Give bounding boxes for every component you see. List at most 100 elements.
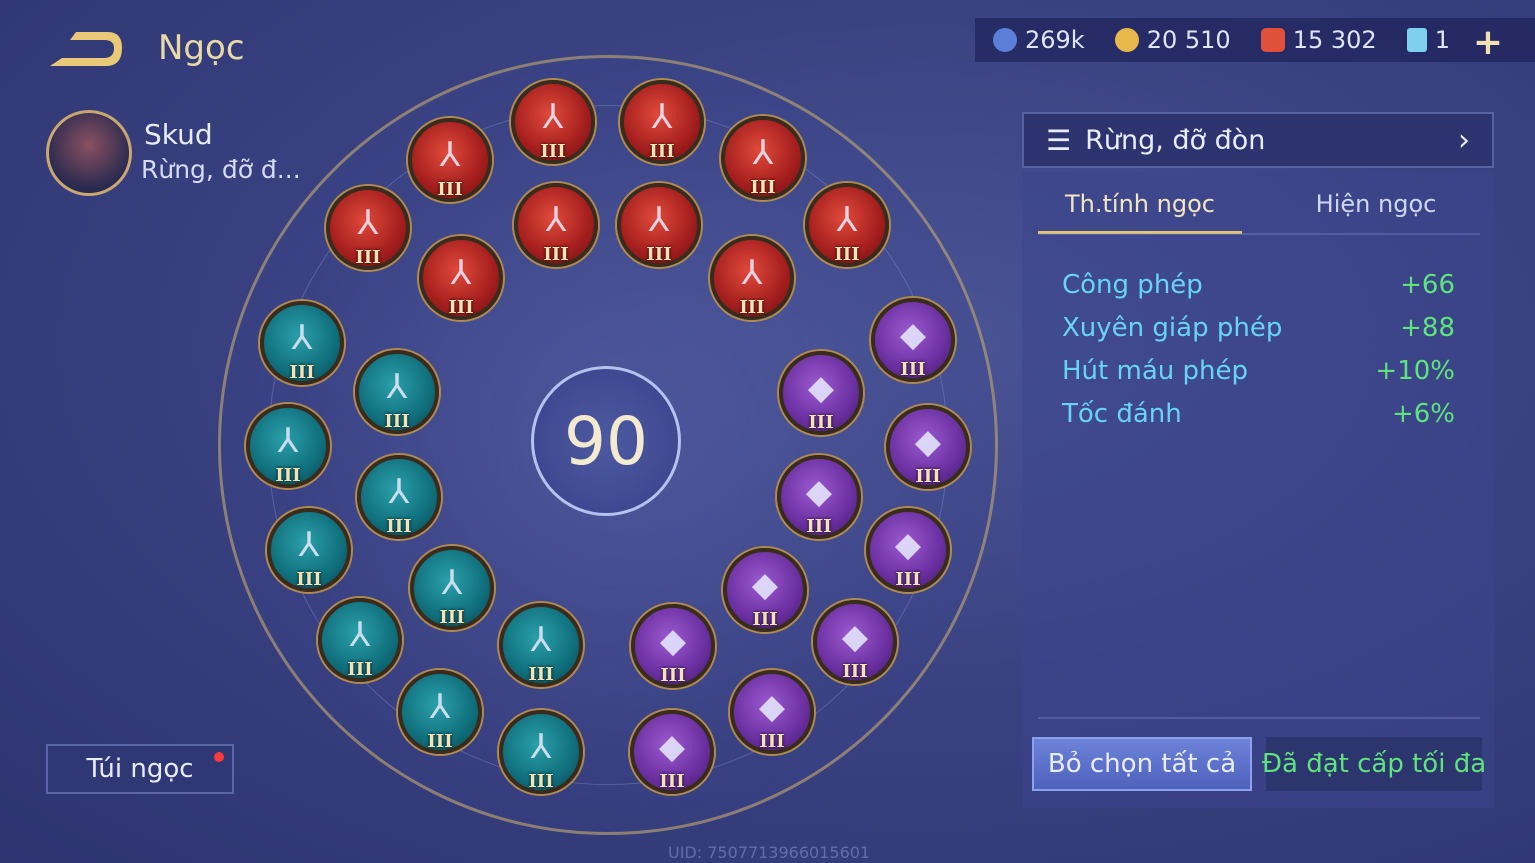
purple-gem-slot[interactable]: ◆ III <box>730 670 814 754</box>
currency-bar: 269k 20 510 15 302 1 + <box>975 18 1535 63</box>
teal-gem-slot[interactable]: ⅄ III <box>398 670 482 754</box>
currency-red-gem: 15 302 <box>1260 26 1377 54</box>
tab-gem-stats[interactable]: Th.tính ngọc <box>1038 190 1242 234</box>
gem-level: 90 <box>531 366 681 516</box>
purple-gem-slot[interactable]: ◆ III <box>813 600 897 684</box>
currency-gold: 20 510 <box>1114 26 1231 54</box>
purple-gem-icon: ◆ <box>914 422 942 463</box>
purple-gem-slot[interactable]: ◆ III <box>871 298 955 382</box>
gem-tier: III <box>660 665 686 686</box>
red-gem-icon: ⅄ <box>651 97 673 138</box>
gem-tier: III <box>540 141 566 162</box>
teal-gem-slot[interactable]: ⅄ III <box>499 710 583 794</box>
stats-panel: Th.tính ngọc Hiện ngọc Công phép +66 Xuyê… <box>1022 172 1494 808</box>
gem-tier: III <box>427 731 453 752</box>
card-icon <box>1406 28 1427 52</box>
gem-tier: III <box>528 664 554 685</box>
purple-gem-icon: ◆ <box>841 617 869 658</box>
teal-gem-icon: ⅄ <box>441 563 463 604</box>
teal-gem-slot[interactable]: ⅄ III <box>260 301 344 385</box>
uid-label: UID: 7507713966015601 <box>668 843 871 862</box>
purple-gem-slot[interactable]: ◆ III <box>631 604 715 688</box>
gem-tier: III <box>296 569 322 590</box>
red-gem-slot[interactable]: ⅄ III <box>408 118 492 202</box>
teal-gem-icon: ⅄ <box>277 421 299 462</box>
purple-gem-slot[interactable]: ◆ III <box>723 548 807 632</box>
purple-gem-slot[interactable]: ◆ III <box>630 710 714 794</box>
purple-gem-icon: ◆ <box>807 368 835 409</box>
red-gem-icon: ⅄ <box>545 200 567 241</box>
purple-gem-icon: ◆ <box>894 525 922 566</box>
gem-tier: III <box>649 141 675 162</box>
gem-tier: III <box>900 359 926 380</box>
preset-selector[interactable]: ☰ Rừng, đỡ đòn › <box>1022 112 1494 168</box>
purple-gem-icon: ◆ <box>659 621 687 662</box>
teal-gem-slot[interactable]: ⅄ III <box>410 546 494 630</box>
red-gem-slot[interactable]: ⅄ III <box>721 116 805 200</box>
teal-gem-icon: ⅄ <box>429 687 451 728</box>
currency-card: 1 <box>1406 26 1450 54</box>
stat-row: Hút máu phép +10% <box>1062 356 1455 386</box>
gem-tier: III <box>895 569 921 590</box>
teal-gem-slot[interactable]: ⅄ III <box>246 404 330 488</box>
gem-tier: III <box>289 362 315 383</box>
red-gem-slot[interactable]: ⅄ III <box>514 183 598 267</box>
add-currency-button[interactable]: + <box>1472 22 1503 63</box>
purple-gem-slot[interactable]: ◆ III <box>777 455 861 539</box>
gem-tier: III <box>759 731 785 752</box>
deselect-all-button[interactable]: Bỏ chọn tất cả <box>1032 737 1252 791</box>
teal-gem-slot[interactable]: ⅄ III <box>267 508 351 592</box>
purple-gem-slot[interactable]: ◆ III <box>779 351 863 435</box>
red-gem-icon: ⅄ <box>542 97 564 138</box>
red-gem-slot[interactable]: ⅄ III <box>805 183 889 267</box>
gem-tier: III <box>439 607 465 628</box>
avatar[interactable] <box>46 110 132 196</box>
teal-gem-icon: ⅄ <box>298 525 320 566</box>
chevron-right-icon: › <box>1458 122 1470 158</box>
hero-name: Skud <box>144 118 213 151</box>
purple-gem-slot[interactable]: ◆ III <box>886 405 970 489</box>
purple-gem-icon: ◆ <box>751 565 779 606</box>
gem-tier: III <box>750 177 776 198</box>
gem-bag-button[interactable]: Túi ngọc <box>46 744 234 794</box>
gem-tier: III <box>842 661 868 682</box>
gem-tier: III <box>752 609 778 630</box>
teal-gem-slot[interactable]: ⅄ III <box>357 455 441 539</box>
gem-tier: III <box>834 244 860 265</box>
teal-gem-slot[interactable]: ⅄ III <box>499 603 583 687</box>
red-gem-icon: ⅄ <box>741 253 763 294</box>
notification-dot <box>214 752 224 762</box>
gem-tier: III <box>437 179 463 200</box>
hero-role: Rừng, đỡ đ... <box>141 155 301 184</box>
gem-tier: III <box>384 411 410 432</box>
red-gem-icon: ⅄ <box>752 133 774 174</box>
purple-gem-slot[interactable]: ◆ III <box>866 508 950 592</box>
red-gem-icon: ⅄ <box>836 200 858 241</box>
gem-tier: III <box>915 466 941 487</box>
red-gem-slot[interactable]: ⅄ III <box>620 80 704 164</box>
teal-gem-icon: ⅄ <box>530 620 552 661</box>
red-gem-icon: ⅄ <box>648 200 670 241</box>
red-gem-slot[interactable]: ⅄ III <box>710 236 794 320</box>
teal-gem-icon: ⅄ <box>291 318 313 359</box>
max-level-button[interactable]: Đã đạt cấp tối đa <box>1262 737 1486 791</box>
gem-tier: III <box>543 244 569 265</box>
teal-gem-slot[interactable]: ⅄ III <box>355 350 439 434</box>
red-gem-slot[interactable]: ⅄ III <box>511 80 595 164</box>
gem-tier: III <box>806 516 832 537</box>
teal-gem-icon: ⅄ <box>388 472 410 513</box>
red-gem-icon: ⅄ <box>450 253 472 294</box>
red-gem-slot[interactable]: ⅄ III <box>617 183 701 267</box>
gem-tier: III <box>386 516 412 537</box>
currency-blue: 269k <box>993 26 1085 54</box>
purple-gem-icon: ◆ <box>758 687 786 728</box>
gem-tier: III <box>646 244 672 265</box>
teal-gem-icon: ⅄ <box>349 615 371 656</box>
back-button[interactable] <box>48 30 123 70</box>
gem-tier: III <box>355 247 381 268</box>
red-gem-slot[interactable]: ⅄ III <box>326 186 410 270</box>
tab-show-gems[interactable]: Hiện ngọc <box>1315 190 1437 218</box>
teal-gem-slot[interactable]: ⅄ III <box>318 598 402 682</box>
blue-coin-icon <box>993 28 1017 52</box>
red-gem-slot[interactable]: ⅄ III <box>419 236 503 320</box>
